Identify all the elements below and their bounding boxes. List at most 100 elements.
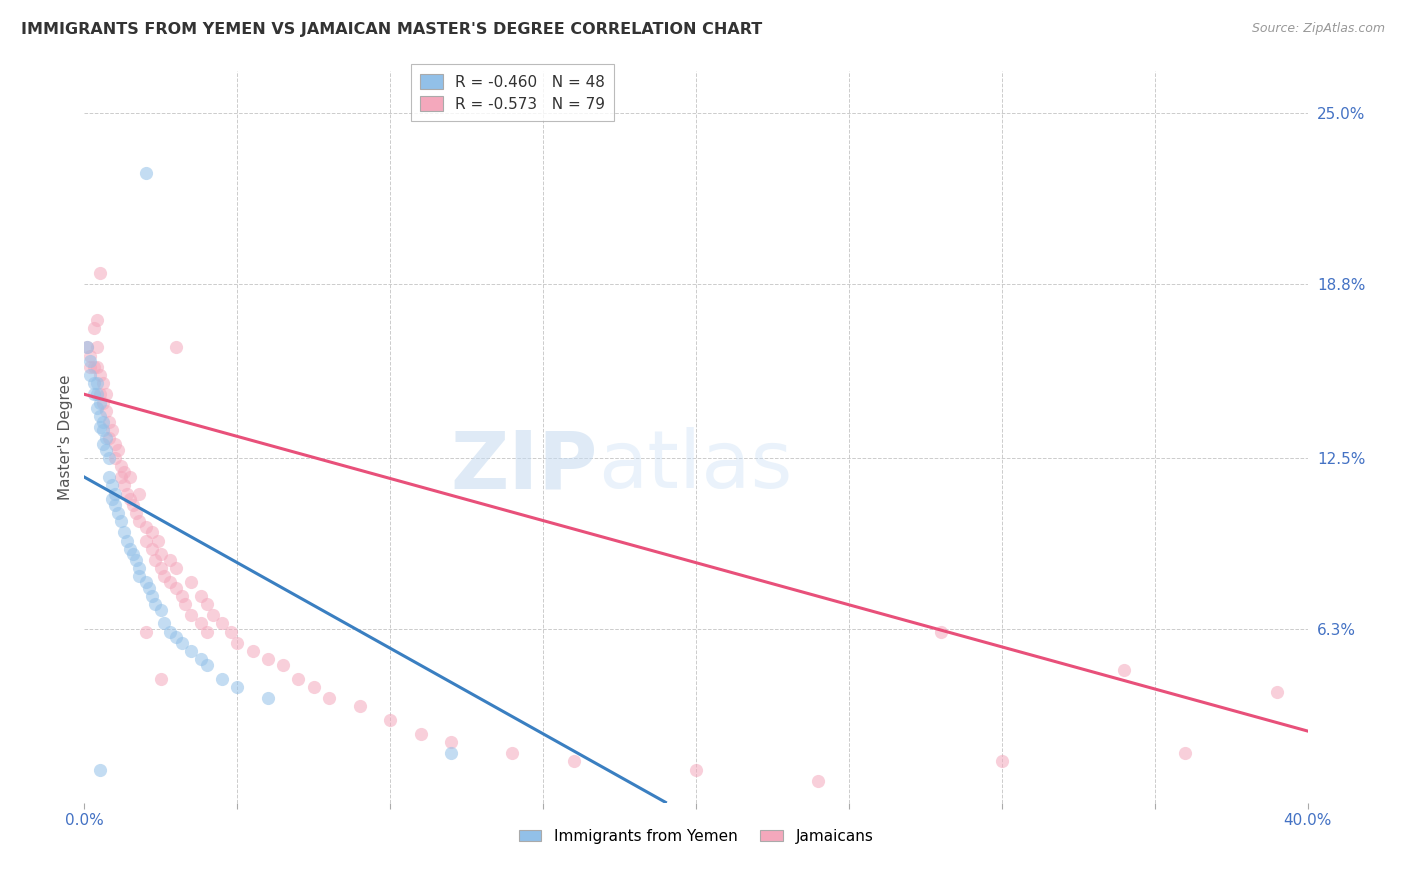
Point xyxy=(79,368,101,382)
Text: IMMIGRANTS FROM YEMEN VS JAMAICAN MASTER'S DEGREE CORRELATION CHART: IMMIGRANTS FROM YEMEN VS JAMAICAN MASTER… xyxy=(21,22,762,37)
Point xyxy=(143,553,166,567)
Point xyxy=(135,533,157,548)
Point xyxy=(141,541,163,556)
Text: Source: ZipAtlas.com: Source: ZipAtlas.com xyxy=(1251,22,1385,36)
Point xyxy=(1265,685,1288,699)
Point xyxy=(101,423,124,437)
Point xyxy=(91,423,114,437)
Point xyxy=(257,690,280,705)
Point xyxy=(190,652,212,666)
Point xyxy=(165,630,187,644)
Point xyxy=(89,763,111,777)
Point xyxy=(83,321,105,335)
Point xyxy=(104,498,127,512)
Point xyxy=(128,514,150,528)
Point xyxy=(211,672,233,686)
Point xyxy=(94,442,117,457)
Point xyxy=(115,533,138,548)
Point xyxy=(991,755,1014,769)
Point xyxy=(159,553,181,567)
Point xyxy=(165,561,187,575)
Point xyxy=(128,486,150,500)
Point xyxy=(146,533,169,548)
Point xyxy=(94,404,117,418)
Point xyxy=(86,359,108,374)
Point xyxy=(86,376,108,391)
Point xyxy=(174,597,197,611)
Point xyxy=(120,492,142,507)
Point xyxy=(101,492,124,507)
Point xyxy=(180,608,202,623)
Point xyxy=(128,569,150,583)
Point xyxy=(83,387,105,401)
Point xyxy=(91,437,114,451)
Point xyxy=(190,589,212,603)
Point xyxy=(153,569,176,583)
Point xyxy=(1174,746,1197,760)
Point xyxy=(318,690,340,705)
Point xyxy=(79,349,101,363)
Text: atlas: atlas xyxy=(598,427,793,506)
Point xyxy=(190,616,212,631)
Point xyxy=(135,166,157,180)
Point xyxy=(110,458,132,473)
Point xyxy=(101,478,124,492)
Point xyxy=(153,616,176,631)
Point xyxy=(135,624,157,639)
Point xyxy=(104,437,127,451)
Point xyxy=(91,395,114,409)
Point xyxy=(807,773,830,788)
Point xyxy=(97,450,120,465)
Point xyxy=(97,415,120,429)
Point xyxy=(86,340,108,354)
Point xyxy=(440,735,463,749)
Point xyxy=(83,376,105,391)
Point xyxy=(89,387,111,401)
Point xyxy=(112,465,135,479)
Point xyxy=(94,387,117,401)
Point xyxy=(685,763,707,777)
Point xyxy=(219,624,242,639)
Point xyxy=(120,541,142,556)
Point xyxy=(120,470,142,484)
Point xyxy=(440,746,463,760)
Point xyxy=(149,548,172,562)
Point xyxy=(76,340,98,354)
Point xyxy=(226,680,249,694)
Point xyxy=(929,624,952,639)
Text: ZIP: ZIP xyxy=(451,427,598,506)
Point xyxy=(149,602,172,616)
Point xyxy=(128,561,150,575)
Point xyxy=(141,525,163,540)
Point xyxy=(135,520,157,534)
Point xyxy=(287,672,309,686)
Point xyxy=(159,624,181,639)
Point xyxy=(271,657,294,672)
Point xyxy=(89,266,111,280)
Point xyxy=(107,442,129,457)
Point xyxy=(115,486,138,500)
Point xyxy=(107,506,129,520)
Legend: Immigrants from Yemen, Jamaicans: Immigrants from Yemen, Jamaicans xyxy=(512,822,880,850)
Point xyxy=(79,359,101,374)
Point xyxy=(89,420,111,434)
Point xyxy=(110,470,132,484)
Point xyxy=(86,401,108,416)
Y-axis label: Master's Degree: Master's Degree xyxy=(58,375,73,500)
Point xyxy=(201,608,224,623)
Point xyxy=(195,624,218,639)
Point xyxy=(104,486,127,500)
Point xyxy=(91,376,114,391)
Point xyxy=(165,340,187,354)
Point xyxy=(226,636,249,650)
Point xyxy=(138,581,160,595)
Point xyxy=(104,450,127,465)
Point xyxy=(79,354,101,368)
Point xyxy=(195,657,218,672)
Point xyxy=(349,699,371,714)
Point xyxy=(89,368,111,382)
Point xyxy=(125,553,148,567)
Point xyxy=(94,432,117,446)
Point xyxy=(122,498,145,512)
Point xyxy=(89,395,111,409)
